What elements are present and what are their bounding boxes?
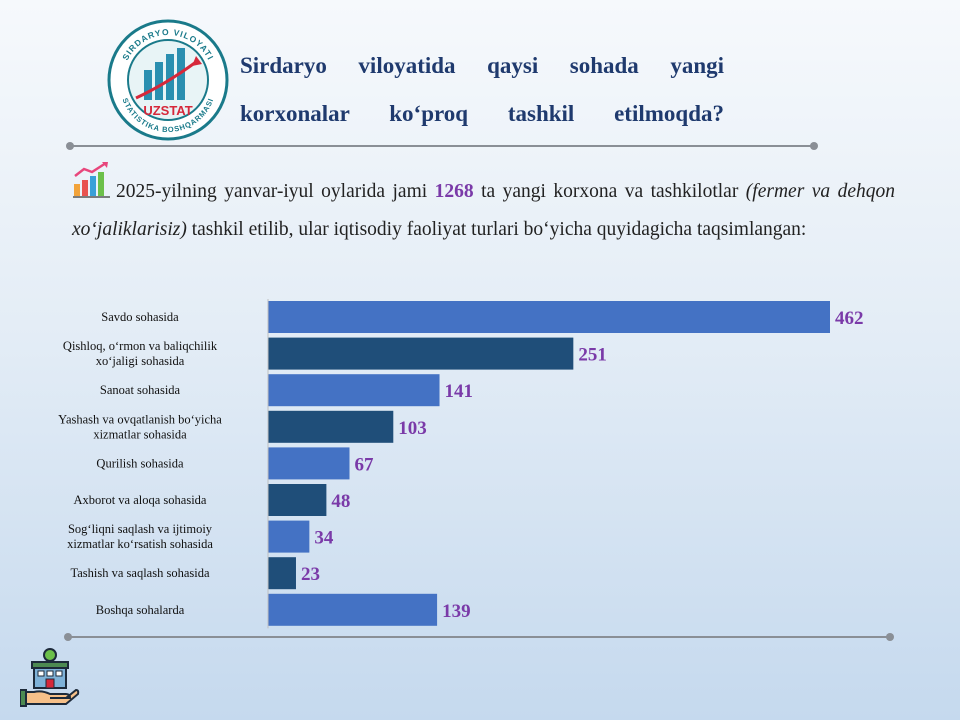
category-label: Qurilish sohasida	[96, 456, 184, 470]
bar-6	[268, 484, 327, 516]
category-label: Sanoat sohasida	[100, 383, 181, 397]
intro-note: (fermer va dehqon xo‘jaliklarisiz)	[72, 181, 895, 240]
top-divider	[66, 142, 818, 150]
page-title: Sirdaryo viloyatida qaysi sohada yangi k…	[240, 53, 724, 126]
bar-2	[268, 337, 574, 370]
bar-9	[268, 593, 438, 626]
bar-value-label: 48	[331, 491, 350, 512]
category-label: Savdo sohasida	[101, 310, 179, 324]
bar-4	[268, 410, 394, 443]
bar-5	[268, 447, 350, 480]
category-label: Tashish va saqlash sohasida	[70, 566, 209, 580]
category-label: Sog‘liqni saqlash va ijtimoiy xizmatlar k…	[67, 522, 213, 551]
bar-1	[268, 301, 830, 333]
intro-text-before: 2025-yilning yanvar-iyul oylarida jami	[116, 181, 435, 202]
bar-8	[268, 557, 296, 590]
category-label: Boshqa sohalarda	[96, 603, 185, 617]
intro-paragraph: 2025-yilning yanvar-iyul oylarida jami 1…	[72, 173, 895, 249]
bar-value-label: 251	[578, 345, 607, 366]
uzstat-logo: SIRDARYO VILOYATI STATISTIKA BOSHQARMASI…	[107, 19, 229, 141]
category-label: Yashash va ovqatlanish bo‘yicha xizmatlar…	[58, 412, 222, 441]
bar-3	[268, 374, 440, 407]
intro-text-middle: ta yangi korxona va tashkilotlar	[473, 181, 746, 202]
category-label: Axborot va aloqa sohasida	[74, 493, 207, 507]
bar-value-label: 34	[314, 528, 334, 549]
logo-brand: UZSTAT	[143, 103, 192, 118]
bar-value-label: 103	[398, 418, 427, 439]
bar-7	[268, 520, 310, 553]
bar-value-label: 67	[355, 454, 375, 475]
bar-value-label: 23	[301, 564, 320, 585]
growth-chart-icon	[73, 161, 110, 198]
bar-value-label: 462	[835, 308, 864, 329]
category-label: Qishloq, o‘rmon va baliqchilik xo‘jaligi …	[63, 339, 218, 368]
bar-value-label: 139	[442, 601, 471, 622]
bottom-divider	[64, 633, 894, 641]
building-in-hand-icon	[20, 648, 80, 707]
intro-total: 1268	[434, 181, 474, 202]
intro-text-after: tashkil etilib, ular iqtisodiy faoliyat …	[186, 219, 807, 240]
bar-value-label: 141	[445, 381, 474, 402]
